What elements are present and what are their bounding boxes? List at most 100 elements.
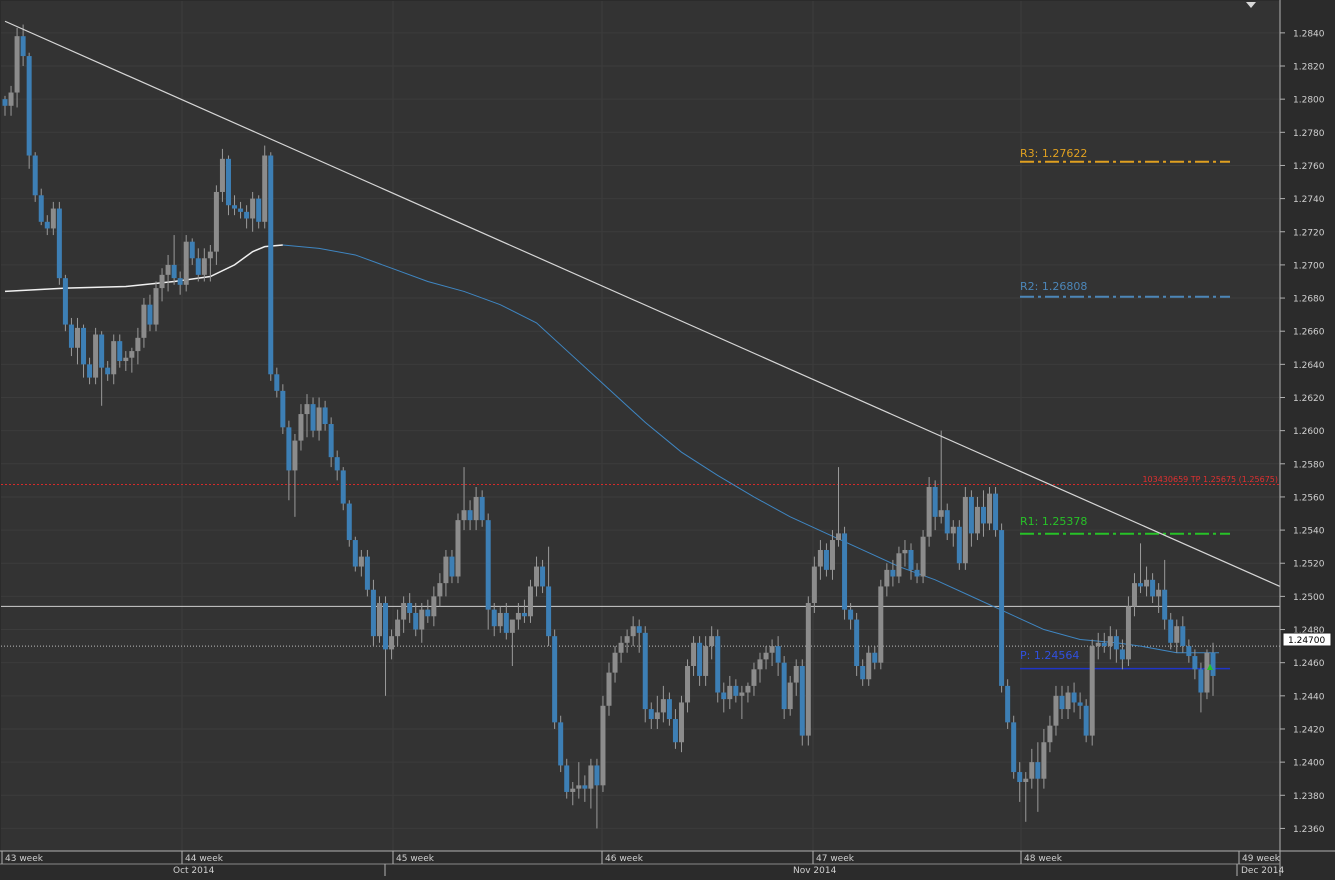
candle: [298, 404, 304, 451]
candle-body: [497, 612, 503, 627]
candle-body: [189, 241, 195, 259]
week-label: 43 week: [5, 854, 44, 864]
candle-body: [491, 609, 497, 627]
candle: [914, 563, 920, 584]
candle: [515, 603, 521, 630]
candle-body: [938, 510, 944, 517]
candle-body: [316, 407, 322, 431]
price-tick-label: 1.2680: [1293, 295, 1325, 305]
candle-body: [757, 659, 763, 670]
candle-body: [1041, 742, 1047, 779]
chart-shift-icon[interactable]: [1246, 2, 1256, 8]
current-price-box: [1282, 632, 1332, 647]
candle-body: [268, 155, 274, 375]
candle: [534, 556, 540, 597]
candle: [1210, 642, 1216, 696]
candle-body: [968, 496, 974, 534]
candle: [787, 675, 793, 716]
buy-arrow-icon: [1207, 664, 1213, 670]
candle: [1095, 632, 1101, 660]
candle-body: [1095, 642, 1101, 647]
candle-body: [129, 351, 135, 358]
candle: [962, 486, 968, 570]
candle: [594, 758, 600, 829]
candle: [105, 361, 111, 381]
candle-body: [38, 195, 44, 222]
candle: [1150, 573, 1156, 604]
candle: [648, 702, 654, 729]
candle: [2, 95, 8, 116]
candle-body: [896, 553, 902, 577]
price-tick-label: 1.2820: [1293, 63, 1325, 73]
candle-body: [860, 665, 866, 680]
candle-body: [256, 198, 262, 222]
candle-body: [455, 520, 461, 577]
candle: [1204, 649, 1210, 700]
candle: [1035, 742, 1041, 812]
candle-body: [624, 636, 630, 643]
candle-body: [576, 785, 582, 789]
candle: [624, 629, 630, 653]
candle-body: [244, 211, 250, 219]
candle: [558, 715, 564, 773]
candle-body: [987, 493, 993, 524]
candle-body: [225, 158, 231, 206]
candle-body: [93, 334, 99, 378]
candle: [974, 496, 980, 541]
candle: [987, 486, 993, 531]
candle-body: [207, 251, 213, 259]
candle: [1071, 682, 1077, 713]
candle: [473, 486, 479, 531]
candle: [437, 573, 443, 607]
candle: [171, 235, 177, 285]
candle-body: [461, 510, 467, 521]
candle-body: [358, 556, 364, 567]
candle-body: [1210, 652, 1216, 676]
price-tick-label: 1.2620: [1293, 394, 1325, 404]
candle: [582, 775, 588, 802]
candle-body: [1131, 583, 1137, 607]
candle-body: [183, 241, 189, 285]
candle-body: [250, 198, 256, 219]
candle: [238, 201, 244, 219]
candle: [20, 24, 26, 67]
candle-body: [395, 619, 401, 637]
candle-body: [612, 652, 618, 673]
candle: [256, 195, 262, 229]
current-price-marker: 1.24700: [1282, 632, 1332, 647]
candle: [1192, 649, 1198, 680]
candle-body: [950, 526, 956, 534]
candles: [2, 24, 1216, 829]
candle: [8, 85, 14, 116]
candle: [1047, 715, 1053, 753]
candle: [654, 695, 660, 729]
candle: [87, 357, 93, 385]
candle: [546, 546, 552, 647]
candle: [38, 188, 44, 226]
r2-label: R2: 1.26808: [1020, 280, 1087, 293]
candle-body: [32, 155, 38, 196]
candle: [618, 636, 624, 663]
candle: [431, 586, 437, 627]
price-tick-label: 1.2840: [1293, 29, 1325, 39]
candle: [811, 556, 817, 613]
candle-body: [781, 662, 787, 710]
candle-body: [999, 530, 1005, 686]
candle: [781, 656, 787, 720]
candle-body: [419, 609, 425, 630]
candle: [491, 603, 497, 637]
month-label: Nov 2014: [793, 866, 837, 876]
candle-body: [1174, 626, 1180, 643]
candle: [413, 603, 419, 637]
price-tick-label: 1.2740: [1293, 195, 1325, 205]
candle-body: [618, 642, 624, 653]
candle-body: [467, 510, 473, 521]
candle-body: [370, 589, 376, 637]
candle: [26, 52, 32, 169]
candle-body: [328, 424, 334, 458]
candle-body: [1089, 646, 1095, 736]
candle: [286, 420, 292, 501]
candle: [93, 327, 99, 385]
candle-body: [848, 609, 854, 620]
candle: [733, 679, 739, 703]
